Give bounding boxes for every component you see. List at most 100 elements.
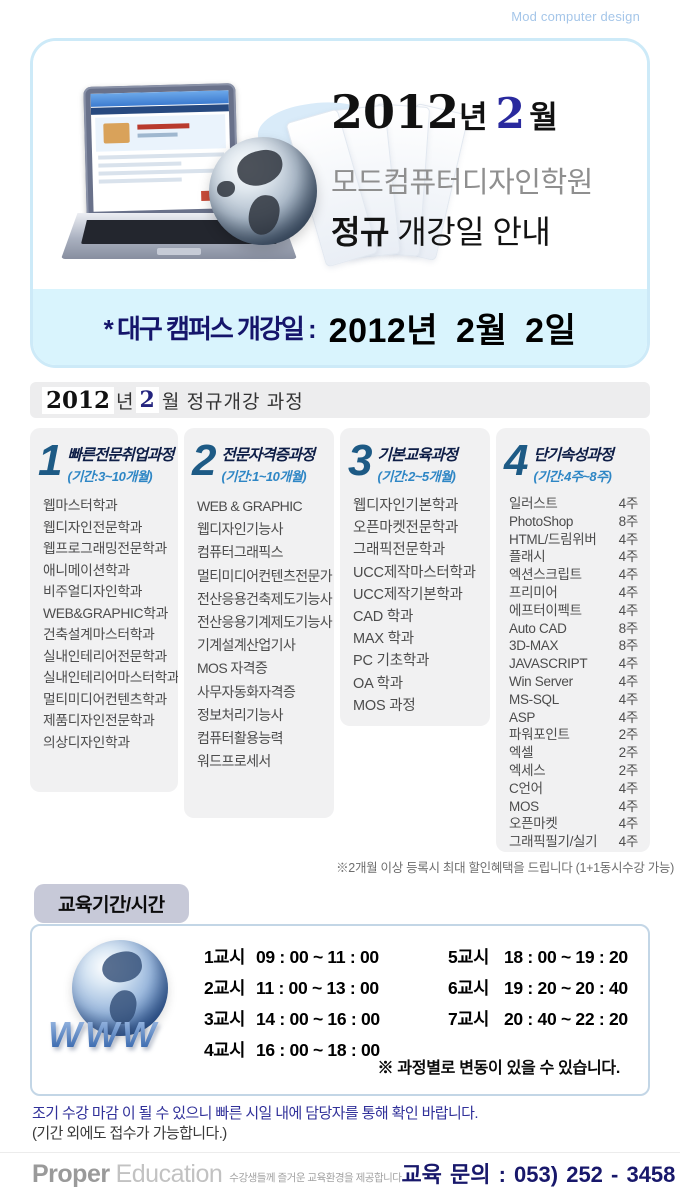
banner-subtitle-rest: 개강일 안내	[388, 214, 551, 250]
time-range: 14 : 00 ~ 16 : 00	[256, 1009, 380, 1029]
course-item: 멀티미디어컨텐츠전문가	[197, 567, 333, 584]
column-number: 3	[348, 436, 373, 485]
course-item: MOS 자격증	[197, 660, 268, 677]
period-label: 5교시	[448, 947, 490, 967]
course-item: 애니메이션학과	[43, 562, 130, 578]
course-item: 실내인테리어전문학과	[43, 648, 167, 664]
footer-brand: Proper Education 수강생들께 즐거운 교육환경을 제공합니다	[32, 1160, 402, 1189]
column-title: 전문자격증과정	[221, 447, 315, 464]
course-item: 엑세스 2주	[509, 762, 638, 778]
course-item: MOS 과정	[353, 697, 416, 714]
course-item: 일러스트 4주	[509, 496, 638, 511]
course-item: 기계설계산업기사	[197, 637, 296, 654]
period-label: 2교시	[204, 978, 246, 998]
course-list: WEB & GRAPHIC 웹디자인기능사 컴퓨터그래픽스 멀티미디어컨텐츠전문가 전산…	[184, 487, 334, 773]
registration-notice: (기간 외에도 접수가 가능합니다.)	[32, 1125, 227, 1142]
schedule-note: ※ 과정별로 변동이 있을 수 있습니다.	[377, 1060, 621, 1077]
banner-year-suffix: 년	[459, 100, 488, 135]
time-range: 20 : 40 ~ 22 : 20	[504, 1009, 628, 1029]
course-item: 웹디자인전문학과	[43, 519, 143, 535]
course-item: 제품디자인전문학과	[43, 713, 155, 728]
course-item: 플래시 4주	[509, 549, 638, 565]
course-item: UCC제작마스터학과	[353, 564, 476, 581]
column-title: 빠른전문취업과정	[67, 447, 174, 464]
course-item: PC 기초학과	[353, 653, 430, 670]
course-item: MS-SQL 4주	[509, 691, 638, 707]
course-item: 건축설계마스터학과	[43, 627, 155, 642]
course-item: 컴퓨터그래픽스	[197, 544, 284, 561]
brand-top-label: Mod computer design	[511, 9, 640, 24]
course-item: HTML/드림위버 4주	[509, 531, 638, 547]
course-item: C언어 4주	[509, 780, 638, 796]
column-number: 4	[504, 436, 529, 485]
main-banner: 2012년 2 월 모드컴퓨터디자인학원 정규 개강일 안내 * 대구 캠퍼스 개…	[30, 38, 650, 368]
course-item: 사무자동화자격증	[197, 683, 296, 700]
course-item: 컴퓨터활용능력	[197, 730, 284, 747]
schedule-row: 1교시 09 : 00 ~ 11 : 00 5교시 18 : 00 ~ 19 : 20	[204, 942, 654, 973]
section-title: 월 정규개강 과정	[161, 391, 304, 413]
section-year: 2012	[42, 386, 115, 414]
column-basic-education: 3 기본교육과정 (기간:2~5개월) 웹디자인기본학과 오픈마켓전문학과 그래픽전…	[340, 428, 490, 726]
time-range: 18 : 00 ~ 19 : 20	[504, 947, 628, 967]
time-range: 19 : 20 ~ 20 : 40	[504, 978, 628, 998]
footer-brand-bold: Proper	[32, 1160, 110, 1188]
column-period: (기간:3~10개월)	[67, 469, 153, 484]
globe-icon	[72, 940, 168, 1036]
period-label: 6교시	[448, 978, 490, 998]
period-label: 4교시	[204, 1040, 246, 1060]
campus-open-date-band: * 대구 캠퍼스 개강일 : 2012년 2월 2일	[33, 289, 647, 365]
course-item: 정보처리기능사	[197, 706, 284, 723]
course-item: 웹프로그래밍전문학과	[43, 541, 167, 556]
course-item: 엑션스크립트 4주	[509, 567, 638, 583]
column-period: (기간:4주~8주)	[533, 469, 612, 484]
course-item: 전산응용기계제도기능사	[197, 614, 333, 631]
column-short-intensive: 4 단기속성과정 (기간:4주~8주) 일러스트 4주 PhotoShop 8주 HTM…	[496, 428, 650, 852]
early-closing-notice: 조기 수강 마감 이 될 수 있으니 빠른 시일 내에 담당자를 통해 확인 바…	[32, 1105, 479, 1122]
period-label: 7교시	[448, 1009, 490, 1029]
column-number: 2	[192, 436, 217, 485]
footer-tagline: 수강생들께 즐거운 교육환경을 제공합니다	[229, 1172, 402, 1184]
course-item: 파워포인트 2주	[509, 727, 638, 743]
column-header: 2 전문자격증과정 (기간:1~10개월)	[184, 438, 334, 487]
course-item: Win Server 4주	[509, 673, 638, 689]
course-item: 의상디자인학과	[43, 734, 130, 750]
course-item: 웹마스터학과	[43, 498, 118, 513]
course-item: PhotoShop 8주	[509, 513, 638, 529]
course-item: Auto CAD 8주	[509, 620, 638, 636]
www-label: WWW	[48, 1014, 159, 1055]
column-header: 3 기본교육과정 (기간:2~5개월)	[340, 438, 490, 487]
campus-label: * 대구 캠퍼스 개강일 :	[103, 313, 317, 344]
column-title: 단기속성과정	[533, 447, 614, 464]
section-month: 2	[135, 387, 159, 413]
course-list: 웹마스터학과 웹디자인전문학과 웹프로그래밍전문학과 애니메이션학과 비주얼디자인학과 W…	[30, 487, 178, 753]
column-certificates: 2 전문자격증과정 (기간:1~10개월) WEB & GRAPHIC 웹디자인기…	[184, 428, 334, 818]
contact-phone: 교육 문의 : 053) 252 - 3458	[401, 1162, 676, 1187]
schedule-row: 4교시 16 : 00 ~ 18 : 00	[204, 1035, 654, 1066]
banner-year-month: 2012년 2 월	[331, 85, 631, 139]
course-item: 워드프로세서	[197, 753, 271, 770]
course-item: 웹디자인기본학과	[353, 498, 459, 514]
footer: Proper Education 수강생들께 즐거운 교육환경을 제공합니다 교…	[0, 1152, 680, 1199]
course-item: 전산응용건축제도기능사	[197, 590, 333, 607]
globe-icon	[209, 137, 317, 245]
column-header: 4 단기속성과정 (기간:4주~8주)	[496, 438, 650, 487]
column-header: 1 빠른전문취업과정 (기간:3~10개월)	[30, 438, 178, 487]
banner-month: 2	[495, 89, 525, 138]
course-item: 에프터이펙트 4주	[509, 602, 638, 618]
campus-date: 2012년 2월 2일	[328, 311, 577, 350]
course-item: 멀티미디어컨텐츠학과	[43, 691, 167, 707]
course-item: UCC제작기본학과	[353, 586, 463, 603]
course-list: 웹디자인기본학과 오픈마켓전문학과 그래픽전문학과 UCC제작마스터학과 UCC제작기본…	[340, 487, 490, 717]
academy-name: 모드컴퓨터디자인학원	[331, 167, 593, 199]
course-item: WEB & GRAPHIC	[197, 498, 303, 514]
column-period: (기간:2~5개월)	[377, 469, 456, 484]
course-item: MOS 4주	[509, 798, 638, 814]
course-item: 그래픽필기/실기 4주	[509, 834, 638, 850]
course-item: CAD 학과	[353, 609, 414, 626]
course-item: 프리미어 4주	[509, 584, 638, 600]
column-title: 기본교육과정	[377, 447, 458, 464]
schedule-row: 2교시 11 : 00 ~ 13 : 00 6교시 19 : 20 ~ 20 : 40	[204, 973, 654, 1004]
